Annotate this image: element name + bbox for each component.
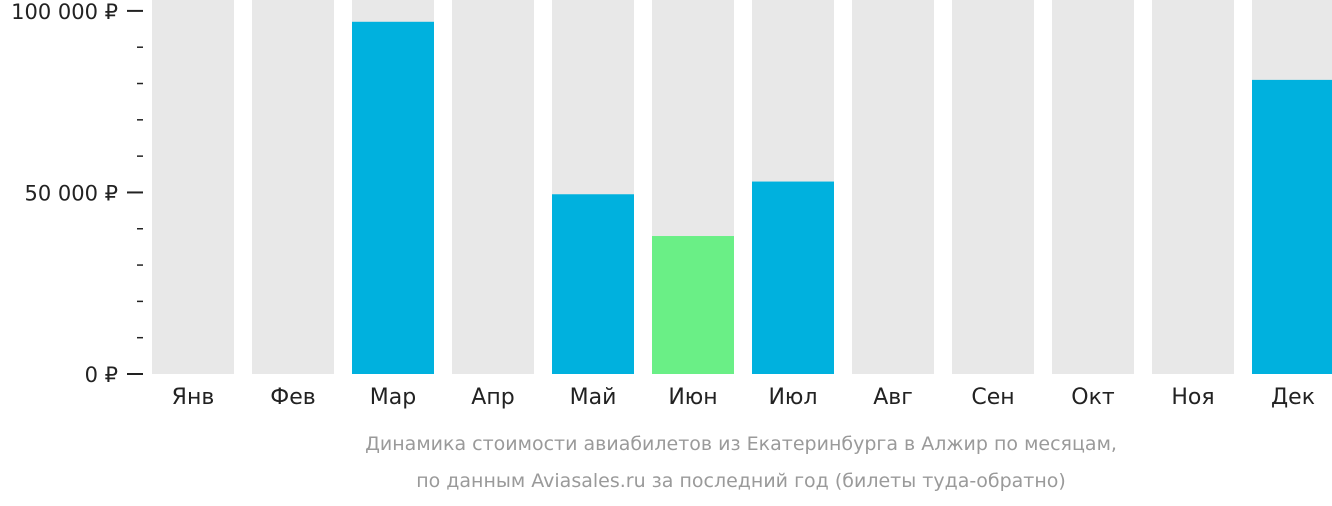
y-tick-label: 0 ₽	[85, 363, 118, 387]
x-tick-label-month-11: Ноя	[1171, 385, 1214, 410]
x-axis: Янв Фев Мар Апр Май Июн Июл Авг Сен Окт Ноя Дек	[172, 385, 1315, 410]
y-tick-label: 50 000 ₽	[24, 181, 118, 205]
y-tick-label: 100 000 ₽	[11, 0, 118, 24]
x-tick-label-month-5: Май	[570, 385, 617, 410]
x-tick-label-month-2: Фев	[270, 385, 315, 410]
x-tick-label-month-8: Авг	[873, 385, 913, 410]
x-tick-label-month-9: Сен	[971, 385, 1014, 410]
bar-month-6[interactable]	[652, 236, 734, 374]
x-tick-label-month-1: Янв	[172, 385, 215, 410]
x-tick-label-month-3: Мар	[370, 385, 416, 410]
background-bar-month-1	[152, 0, 234, 374]
bar-month-12[interactable]	[1252, 79, 1332, 375]
bar-month-3[interactable]	[352, 21, 434, 374]
data-bars	[352, 21, 1332, 375]
background-bar-month-11	[1152, 0, 1234, 374]
background-bar-month-2	[252, 0, 334, 374]
background-bars	[152, 0, 1332, 374]
y-axis: 0 ₽ 50 000 ₽ 100 000 ₽	[11, 0, 143, 387]
caption-line-2: по данным Aviasales.ru за последний год …	[416, 470, 1066, 492]
x-tick-label-month-7: Июл	[768, 385, 817, 410]
background-bar-month-9	[952, 0, 1034, 374]
bar-month-7[interactable]	[752, 181, 834, 374]
background-bar-month-10	[1052, 0, 1134, 374]
caption-line-1: Динамика стоимости авиабилетов из Екатер…	[365, 433, 1117, 455]
bar-month-5[interactable]	[552, 194, 634, 374]
x-tick-label-month-6: Июн	[668, 385, 717, 410]
chart-caption: Динамика стоимости авиабилетов из Екатер…	[365, 433, 1117, 492]
background-bar-month-4	[452, 0, 534, 374]
x-tick-label-month-12: Дек	[1271, 385, 1315, 410]
background-bar-month-8	[852, 0, 934, 374]
x-tick-label-month-10: Окт	[1071, 385, 1115, 410]
x-tick-label-month-4: Апр	[471, 385, 514, 410]
